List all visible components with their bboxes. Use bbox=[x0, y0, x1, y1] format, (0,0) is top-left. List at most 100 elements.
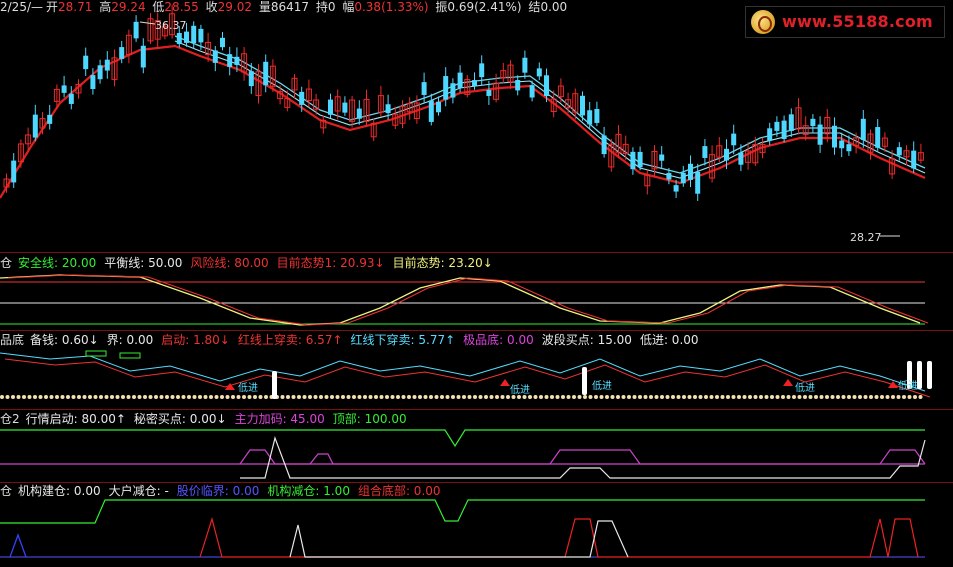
baseline-dot bbox=[148, 395, 153, 399]
low-entry-label: 低进 bbox=[898, 379, 918, 392]
indicator-panel-3[interactable]: 品底 备钱: 0.60↓ 界: 0.00 启动: 1.80↓ 红线上穿卖: 6.57↑ 红… bbox=[0, 331, 953, 409]
baseline-dot bbox=[407, 395, 411, 399]
panel-divider bbox=[0, 409, 953, 410]
candle-body bbox=[881, 137, 888, 147]
candle-body bbox=[759, 144, 766, 154]
low-value: 28.55 bbox=[164, 0, 199, 14]
candle-body bbox=[875, 127, 881, 148]
candle-body bbox=[622, 143, 629, 154]
candle-body bbox=[334, 96, 341, 112]
baseline-dot bbox=[396, 395, 400, 399]
indicator-value: 红线下穿卖: 5.77↑ bbox=[350, 333, 456, 347]
candle-body bbox=[263, 61, 269, 86]
baseline-dot bbox=[236, 395, 241, 399]
candle-body bbox=[903, 150, 910, 158]
indicator-value: 机构建仓: 0.00 bbox=[18, 484, 101, 498]
candle-body bbox=[17, 143, 24, 163]
baseline-dot bbox=[143, 395, 147, 399]
baseline-dot bbox=[77, 395, 81, 399]
baseline-dot bbox=[594, 395, 598, 399]
baseline-dot bbox=[154, 395, 158, 399]
candle-body bbox=[443, 76, 449, 100]
candle-body bbox=[472, 80, 477, 87]
candle-body bbox=[846, 144, 852, 152]
baseline-dot bbox=[836, 395, 840, 399]
market-start-chart[interactable] bbox=[0, 410, 953, 482]
institution-reduce-line bbox=[0, 499, 925, 524]
candle-body bbox=[406, 103, 413, 113]
baseline-dot bbox=[687, 395, 692, 399]
baseline-dot bbox=[649, 395, 653, 399]
trend-line-yellow bbox=[0, 274, 921, 326]
volume-label: 量 bbox=[258, 0, 271, 14]
baseline-dot bbox=[660, 395, 664, 399]
baseline-dot bbox=[445, 395, 450, 399]
baseline-dot bbox=[869, 395, 873, 399]
baseline-dot bbox=[682, 395, 686, 399]
baseline-dot bbox=[291, 395, 296, 399]
trend-oscillator-chart[interactable] bbox=[0, 253, 953, 330]
baseline-dot bbox=[126, 395, 131, 399]
baseline-dot bbox=[38, 395, 43, 399]
baseline-dot bbox=[841, 395, 846, 399]
close-value: 29.02 bbox=[217, 0, 252, 14]
candle-body bbox=[752, 143, 759, 164]
baseline-dot bbox=[423, 395, 428, 399]
signal-bar bbox=[272, 371, 277, 399]
candle-body bbox=[688, 163, 693, 180]
candle-body bbox=[140, 45, 146, 68]
indicator-panel-5[interactable]: 仓机构建仓: 0.00 大户减仓: - 股价临界: 0.00 机构减仓: 1.00 组合… bbox=[0, 483, 953, 567]
signal-bar bbox=[907, 361, 912, 389]
green-box-marker bbox=[85, 350, 107, 357]
ma-cyan-line-1 bbox=[174, 35, 926, 174]
baseline-dot bbox=[225, 395, 230, 399]
candle-body bbox=[421, 82, 427, 95]
indicator-value: 极品底: 0.00 bbox=[463, 333, 534, 347]
baseline-dot bbox=[781, 395, 785, 399]
baseline-dot bbox=[616, 395, 620, 399]
candle-body bbox=[3, 178, 10, 188]
candle-body bbox=[457, 72, 463, 89]
candlestick-chart[interactable] bbox=[0, 0, 953, 252]
green-box-marker bbox=[119, 352, 141, 359]
candle-body bbox=[363, 98, 370, 122]
indicator-value: 目前态势: 23.20↓ bbox=[392, 256, 493, 270]
candle-body bbox=[536, 68, 542, 77]
candle-body bbox=[220, 37, 225, 48]
baseline-dot bbox=[819, 395, 824, 399]
baseline-dot bbox=[401, 395, 406, 399]
candle-body bbox=[500, 70, 507, 79]
candle-body bbox=[284, 98, 291, 108]
institution-position-chart[interactable] bbox=[0, 483, 953, 567]
baseline-dot bbox=[731, 395, 736, 399]
baseline-dot bbox=[220, 395, 224, 399]
candle-body bbox=[269, 65, 276, 87]
candle-body bbox=[248, 71, 254, 87]
candle-body bbox=[860, 118, 866, 141]
bottom-signal-chart[interactable]: 低进 低进 低进 低进 低进 bbox=[0, 331, 953, 409]
candle-body bbox=[817, 124, 823, 145]
up-arrow-icon bbox=[500, 379, 510, 386]
baseline-dot bbox=[759, 395, 763, 399]
baseline-dot bbox=[566, 395, 571, 399]
baseline-dot bbox=[511, 395, 516, 399]
price-panel[interactable]: 2/25/— 开28.71 高29.24 低28.55 收29.02 量86417… bbox=[0, 0, 953, 252]
baseline-dot bbox=[808, 395, 813, 399]
indicator-panel-2[interactable]: 仓安全线: 20.00 平衡线: 50.00 风险线: 80.00 目前态势1: 20… bbox=[0, 253, 953, 330]
baseline-dot bbox=[693, 395, 697, 399]
baseline-dot bbox=[737, 395, 741, 399]
candle-body bbox=[917, 152, 924, 161]
candle-body bbox=[413, 102, 420, 120]
baseline-dot bbox=[726, 395, 730, 399]
candle-body bbox=[896, 147, 902, 156]
baseline-dot bbox=[159, 395, 164, 399]
indicator-panel-4[interactable]: 仓2 行情启动: 80.00↑ 秘密买点: 0.00↓ 主力加码: 45.00 顶部: … bbox=[0, 410, 953, 482]
price-header: 2/25/— 开28.71 高29.24 低28.55 收29.02 量86417… bbox=[0, 0, 570, 14]
candle-body bbox=[169, 13, 176, 36]
candle-body bbox=[702, 146, 708, 158]
baseline-dot bbox=[522, 395, 527, 399]
baseline-dot bbox=[313, 395, 318, 399]
baseline-dot bbox=[165, 395, 169, 399]
baseline-dot bbox=[874, 395, 879, 399]
baseline-dot bbox=[82, 395, 87, 399]
